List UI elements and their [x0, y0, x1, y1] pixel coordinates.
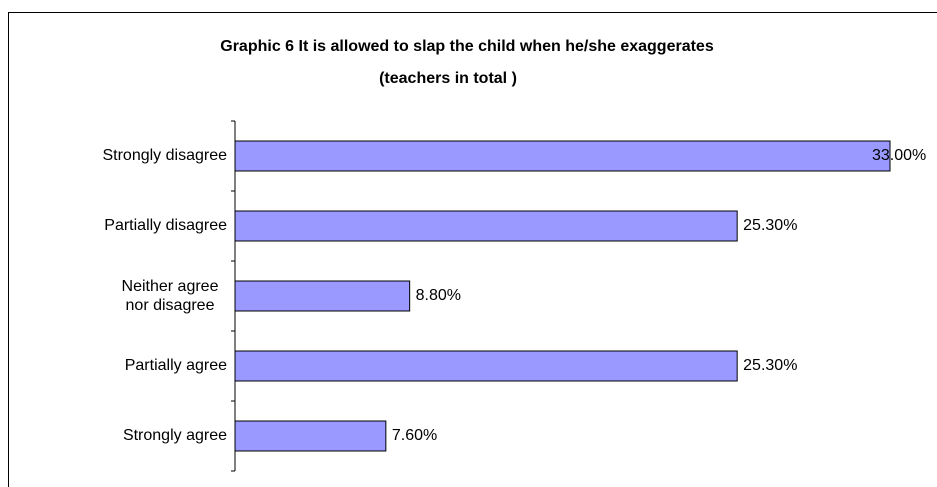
value-label: 33.00%	[872, 147, 926, 164]
category-label: Strongly agree	[123, 427, 227, 444]
value-label: 25.30%	[743, 357, 797, 374]
category-label: Neither agree nor disagree	[122, 278, 219, 314]
chart-subtitle: (teachers in total )	[379, 70, 517, 87]
bar	[234, 350, 738, 382]
value-label: 8.80%	[416, 287, 461, 304]
value-label: 25.30%	[743, 217, 797, 234]
bar	[234, 280, 411, 312]
category-label: Partially agree	[125, 357, 227, 374]
chart-title: Graphic 6 It is allowed to slap the chil…	[220, 38, 714, 55]
bar	[234, 420, 387, 452]
category-label: Partially disagree	[104, 217, 227, 234]
chart-frame	[8, 12, 937, 487]
bar	[234, 210, 738, 242]
bar	[234, 140, 891, 172]
category-label: Strongly disagree	[102, 147, 227, 164]
value-label: 7.60%	[392, 427, 437, 444]
